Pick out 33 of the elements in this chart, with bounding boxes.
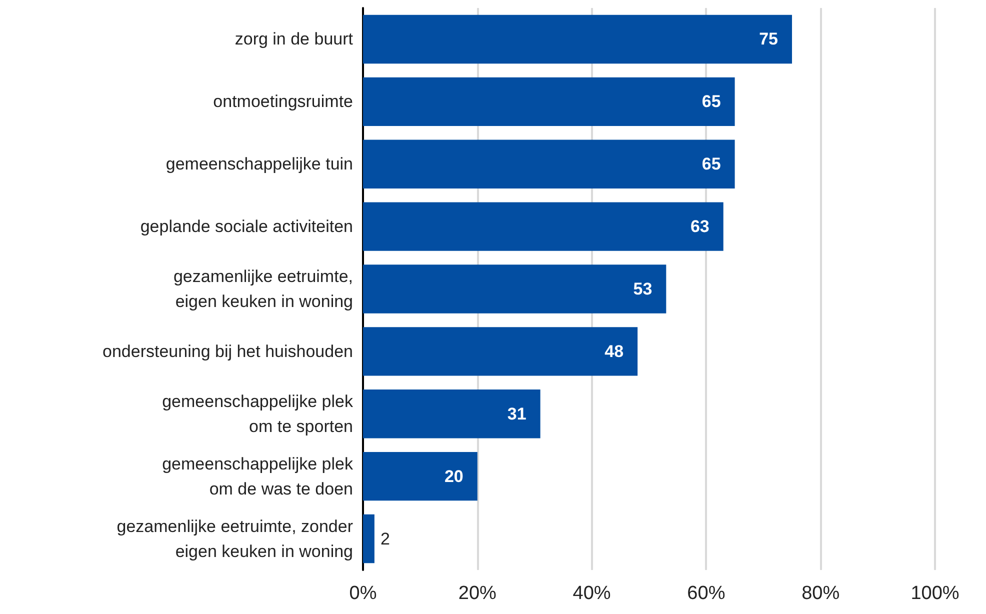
bar bbox=[363, 264, 666, 314]
x-tick-label: 20% bbox=[458, 583, 497, 604]
data-label: 31 bbox=[507, 404, 526, 424]
y-tick-label: gemeenschappelijke plek om te sporten bbox=[162, 392, 354, 436]
bar bbox=[363, 390, 540, 438]
data-label: 75 bbox=[759, 30, 778, 49]
bar bbox=[363, 14, 792, 64]
data-label: 53 bbox=[633, 280, 652, 298]
bar bbox=[363, 452, 478, 501]
data-label: 63 bbox=[690, 217, 710, 236]
y-tick-label: ontmoetingsruimte bbox=[213, 92, 353, 112]
y-tick-label: ondersteuning bij het huishouden bbox=[102, 342, 353, 361]
bar bbox=[363, 514, 374, 564]
x-tick-label: 40% bbox=[572, 583, 611, 604]
data-label: 48 bbox=[604, 342, 624, 361]
y-tick-label: geplande sociale activiteiten bbox=[140, 217, 353, 236]
y-tick-label: gezamenlijke eetruimte, eigen keuken in woning bbox=[173, 267, 353, 311]
x-tick-label: 0% bbox=[349, 583, 377, 604]
bar bbox=[363, 327, 638, 376]
data-label: 20 bbox=[444, 466, 464, 486]
y-tick-label: zorg in de buurt bbox=[234, 30, 354, 49]
y-tick-label: gemeenschappelijke tuin bbox=[166, 154, 353, 174]
x-tick-label: 60% bbox=[687, 583, 726, 604]
y-tick-label: gemeenschappelijke plek om de was te doen bbox=[162, 454, 354, 498]
data-label: 2 bbox=[380, 529, 390, 548]
x-tick-label: 100% bbox=[910, 583, 960, 604]
bar bbox=[363, 77, 735, 126]
y-tick-label: gezamenlijke eetruimte, zonder eigen keuken in woning bbox=[116, 516, 354, 561]
bar bbox=[363, 140, 735, 188]
data-label: 65 bbox=[702, 154, 721, 174]
x-tick-label: 80% bbox=[802, 583, 840, 604]
bar bbox=[363, 202, 724, 251]
data-label: 65 bbox=[702, 92, 721, 112]
